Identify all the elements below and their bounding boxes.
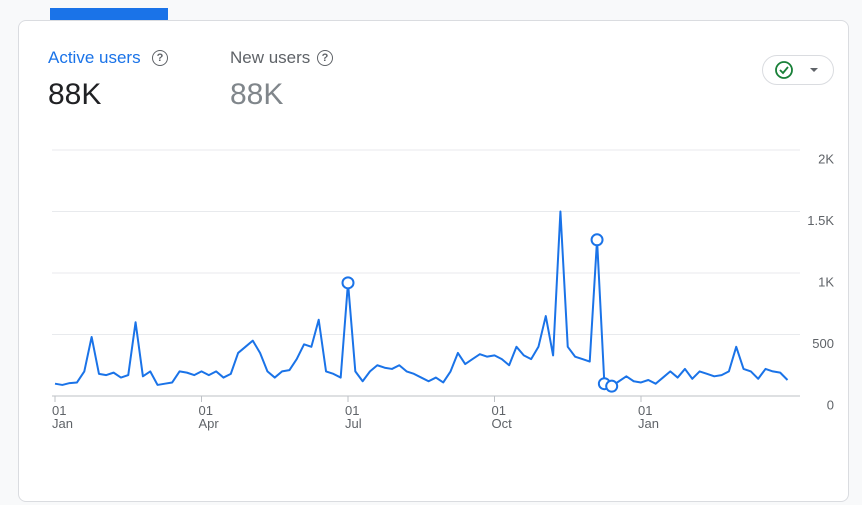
help-icon[interactable]: ? [317,50,333,66]
y-tick-label: 2K [818,151,834,166]
y-tick-label: 0 [827,397,834,412]
anomaly-marker [341,276,355,290]
comparison-button[interactable] [762,55,834,85]
x-tick-label: 01 Jul [345,403,362,431]
x-tick-label: 01 Jan [638,403,659,431]
button-icons [775,61,818,79]
metric-value: 88K [48,78,102,111]
x-tick-label: 01 Jan [52,403,73,431]
data-line [54,210,789,388]
metric-label[interactable]: New users [230,48,311,67]
anomaly-marker [605,379,619,393]
help-icon[interactable]: ? [152,50,168,66]
y-tick-label: 500 [812,336,834,351]
x-tick-label: 01 Apr [198,403,219,431]
card [18,20,849,502]
anomaly-marker [590,233,604,247]
metric-value: 88K [230,78,284,111]
metric-label[interactable]: Active users [48,48,141,67]
x-tick-label: 01 Oct [491,403,512,431]
y-tick-label: 1.5K [807,213,834,228]
y-tick-label: 1K [818,274,834,289]
